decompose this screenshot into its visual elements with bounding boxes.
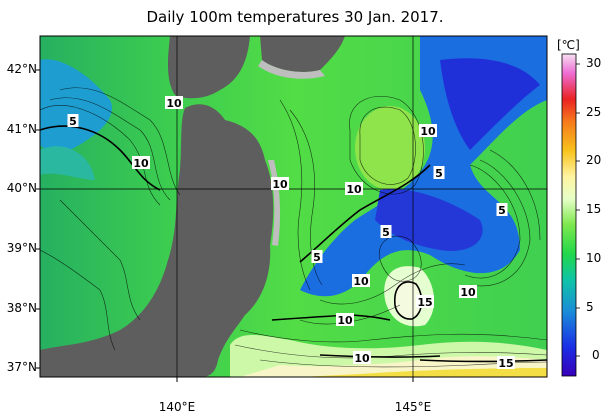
contour-label: 10 (420, 125, 436, 138)
contour-label: 5 (382, 226, 390, 239)
contour-label: 10 (346, 183, 362, 196)
contour-label-bg (419, 124, 437, 137)
lat-label-42: 42°N (6, 62, 37, 76)
contour-label-bg (345, 182, 363, 195)
axis-ticks (36, 69, 414, 382)
contour-label: 10 (272, 178, 288, 191)
contour-label: 15 (498, 357, 513, 370)
cool-water-west (40, 146, 95, 180)
cold-water-nw (40, 59, 112, 153)
colorbar-tick-15: 15 (586, 202, 602, 216)
warmest-south (300, 368, 547, 377)
colorbar-tick-10: 10 (586, 251, 602, 265)
graticule (40, 36, 547, 377)
contour-label-bg (132, 156, 150, 169)
contour-label-bg (165, 96, 183, 109)
ice-coast-north (258, 60, 325, 79)
contour-label: 10 (460, 286, 476, 299)
colorbar (561, 53, 577, 377)
contour-label: 5 (435, 167, 443, 180)
contour-label-bg (311, 250, 323, 263)
colorbar-unit: [℃] (557, 38, 580, 52)
contour-label-bg (271, 177, 289, 190)
map-title: Daily 100m temperatures 30 Jan. 2017. (146, 8, 444, 26)
contour-label-bg (496, 203, 508, 216)
colorbar-tick-30: 30 (586, 56, 602, 70)
contour-label-bg (67, 114, 79, 127)
contour-label-bg (380, 225, 392, 238)
land-hokkaido-east (260, 36, 345, 72)
contour-label-bg (353, 351, 371, 364)
land-honshu (40, 104, 274, 377)
colorbar-tick-20: 20 (586, 153, 602, 167)
lat-label-37: 37°N (6, 360, 37, 374)
lat-label-40: 40°N (6, 181, 37, 195)
contour-label: 10 (337, 314, 353, 327)
lat-label-38: 38°N (6, 301, 37, 315)
contour-label: 10 (353, 275, 369, 288)
map-frame (39, 35, 548, 378)
warm-lobe-core (394, 279, 422, 320)
contour-label-bg (336, 313, 354, 326)
contour-label: 5 (313, 251, 321, 264)
contour-lines (40, 87, 547, 368)
contour-label-bg (352, 274, 370, 287)
contour-label: 15 (417, 296, 432, 309)
lat-label-41: 41°N (6, 122, 37, 136)
warm-eddy (355, 106, 425, 190)
contour-label-bg (433, 166, 445, 179)
contour-label: 5 (69, 115, 77, 128)
contour-label-bg (416, 295, 434, 308)
cold-core-south (375, 189, 483, 251)
contour-label: 10 (166, 97, 182, 110)
colorbar-tick-25: 25 (586, 105, 602, 119)
contour-label: 10 (354, 352, 370, 365)
colorbar-tick-0: 0 (592, 348, 600, 362)
contour-label-bg (497, 356, 515, 369)
contour-label-bg (459, 285, 477, 298)
colorbar-ticks (576, 63, 580, 357)
lon-label-145: 145°E (394, 400, 432, 414)
coldest-core (440, 58, 540, 150)
land-hokkaido (167, 36, 250, 99)
colorbar-tick-5: 5 (586, 300, 594, 314)
contour-labels: 5 10 10 10 10 10 5 5 5 5 10 10 15 10 10 15 (67, 96, 515, 370)
lon-label-140: 140°E (158, 400, 196, 414)
lat-label-39: 39°N (6, 241, 37, 255)
contour-label: 5 (498, 204, 506, 217)
contour-label: 10 (133, 157, 149, 170)
